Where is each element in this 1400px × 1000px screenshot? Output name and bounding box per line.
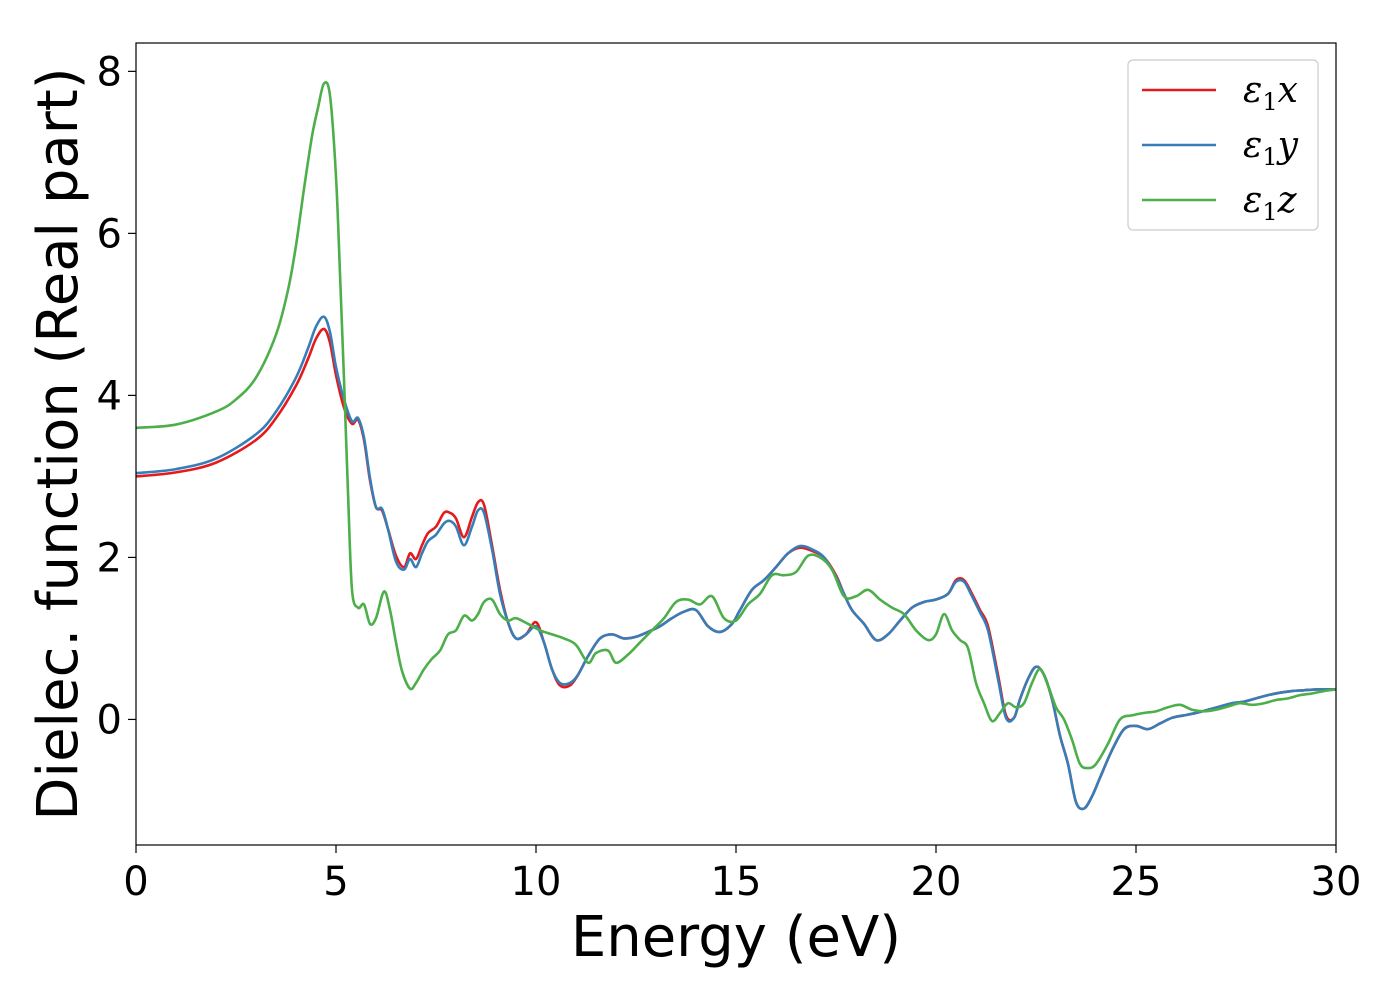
y-axis-label: Dielec. function (Real part) [26,67,91,820]
legend-label-2: ε1y [1243,125,1299,171]
y-tick-label: 0 [97,697,122,743]
x-axis-label: Energy (eV) [571,905,901,970]
x-tick-label: 15 [711,859,762,905]
x-tick-label: 30 [1311,859,1362,905]
legend-symbol: ε [1243,125,1262,166]
legend-subscript: 1 [1262,88,1277,116]
y-tick-label: 4 [97,373,122,419]
x-axis: 0 5 10 15 20 25 30 [123,845,1361,905]
x-tick-label: 0 [123,859,148,905]
series-layer [136,81,1336,811]
legend-label-3: ε1z [1243,180,1298,226]
legend-variable: z [1277,180,1298,221]
y-tick-label: 2 [97,535,122,581]
x-tick-label: 25 [1111,859,1162,905]
legend-symbol: ε [1243,70,1262,111]
legend-subscript: 1 [1262,143,1277,171]
y-tick-label: 8 [97,49,122,95]
x-tick-label: 10 [511,859,562,905]
legend-box [1127,59,1319,231]
series-line-2 [136,315,1336,811]
legend-symbol: ε [1243,180,1262,221]
legend-label-1: ε1x [1243,70,1298,116]
x-tick-label: 20 [911,859,962,905]
y-axis: 0 2 4 6 8 [97,49,136,743]
series-line-3 [136,81,1336,770]
legend-variable: x [1278,70,1298,111]
legend-subscript: 1 [1262,198,1277,226]
legend-variable: y [1276,125,1299,166]
y-tick-label: 6 [97,211,122,257]
x-tick-label: 5 [323,859,348,905]
